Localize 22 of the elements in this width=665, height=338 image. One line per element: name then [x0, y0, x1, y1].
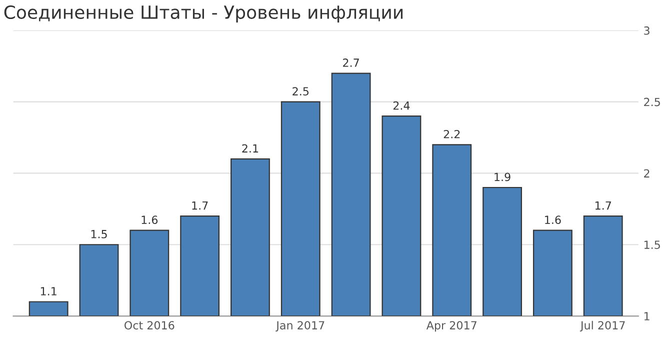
data-label: 2.5 — [292, 87, 309, 96]
y-tick-label: 3 — [644, 26, 650, 35]
data-label: 1.1 — [40, 287, 56, 296]
data-label: 2.2 — [444, 130, 460, 138]
data-label: 1.6 — [545, 216, 561, 224]
y-tick-label: 2.5 — [644, 98, 660, 106]
data-label: 1.7 — [192, 201, 208, 210]
data-label: 1.9 — [494, 172, 510, 182]
x-tick-label: Oct 2016 — [124, 321, 174, 330]
y-tick-label: 1 — [644, 312, 650, 320]
x-tick-label: Jul 2017 — [580, 320, 625, 332]
data-label: 2.4 — [393, 101, 410, 110]
data-label: 1.7 — [595, 201, 611, 210]
y-tick-label: 2 — [644, 169, 650, 178]
y-tick-label: 1.5 — [644, 240, 660, 250]
data-label: 1.5 — [91, 230, 107, 238]
data-label: 2.1 — [242, 144, 258, 152]
data-label: 1.6 — [142, 216, 158, 224]
x-tick-label: Jan 2017 — [276, 321, 324, 332]
data-label: 2.7 — [343, 58, 359, 67]
x-tick-label: Apr 2017 — [426, 321, 476, 332]
chart-title: Соединенные Штаты - Уровень инфляции — [4, 5, 403, 23]
